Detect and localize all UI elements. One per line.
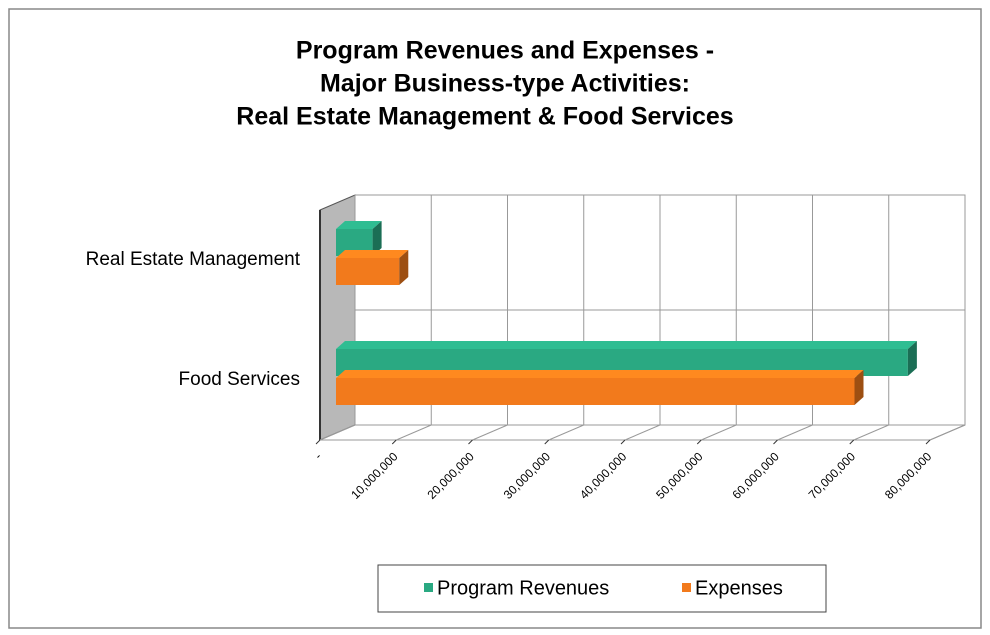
tick-mark	[468, 439, 473, 445]
legend-swatch	[682, 583, 691, 592]
bar-front	[336, 258, 400, 285]
y-tick-label: Food Services	[179, 369, 300, 390]
floor-grid	[396, 424, 432, 441]
tick-mark	[696, 439, 702, 445]
floor-grid	[777, 424, 813, 441]
legend	[377, 564, 827, 613]
floor-grid	[548, 424, 584, 441]
chart-title: Major Business-type Activities:	[320, 70, 690, 98]
tick-mark	[925, 439, 931, 445]
tick-mark	[620, 439, 626, 445]
tick-mark	[849, 439, 855, 445]
floor-grid	[319, 424, 356, 441]
bar-side	[399, 250, 409, 285]
tick-mark	[391, 439, 397, 445]
bar-top	[336, 341, 917, 349]
bar-side	[907, 341, 917, 376]
floor-grid	[472, 424, 508, 441]
chart-title: Real Estate Management & Food Services	[236, 103, 733, 131]
tick-mark	[544, 439, 550, 445]
bar	[336, 370, 864, 405]
legend-label: Program Revenues	[437, 577, 609, 599]
floor-grid	[853, 424, 889, 441]
bar	[336, 250, 409, 285]
y-tick-label: Real Estate Management	[86, 249, 301, 270]
legend-label: Expenses	[695, 577, 783, 599]
floor-grid	[624, 424, 661, 441]
bar-side	[854, 370, 864, 405]
bar-side	[372, 221, 382, 256]
chart-title: Program Revenues and Expenses -	[296, 37, 714, 65]
tick-mark	[773, 439, 778, 445]
tick-mark	[315, 439, 321, 445]
legend-swatch	[424, 583, 433, 592]
bar-front	[336, 378, 855, 405]
bar-top	[336, 250, 409, 258]
floor-grid	[701, 424, 737, 441]
floor-grid	[929, 424, 966, 441]
bar-top	[336, 221, 382, 229]
bar-top	[336, 370, 864, 378]
